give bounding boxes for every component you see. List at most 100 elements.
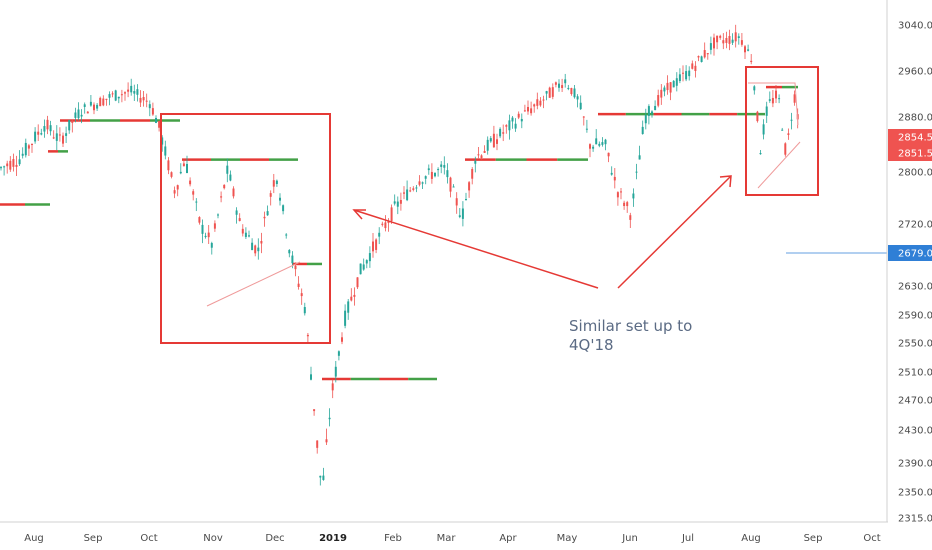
candle	[201, 219, 204, 244]
x-tick-label: Aug	[24, 533, 44, 544]
y-tick-label: 2390.00	[898, 459, 932, 470]
candle	[15, 155, 18, 176]
candle	[390, 204, 393, 224]
candle	[592, 144, 595, 152]
candle	[626, 200, 629, 213]
candle	[319, 475, 322, 486]
candle	[589, 143, 591, 158]
candle	[161, 135, 164, 152]
candle	[533, 103, 536, 113]
candle	[474, 156, 477, 173]
candle	[570, 87, 573, 96]
candle	[610, 166, 613, 176]
annotation-line-2: 4Q'18	[569, 336, 614, 354]
candle	[728, 29, 731, 51]
candle	[244, 227, 247, 240]
y-tick-label: 3040.00	[898, 21, 932, 32]
candle	[325, 428, 328, 445]
candle	[771, 90, 774, 108]
candle	[709, 36, 712, 55]
candle	[269, 190, 272, 206]
candle	[232, 186, 235, 199]
candle	[83, 102, 86, 114]
candle	[449, 176, 452, 198]
candle	[120, 89, 123, 103]
candle	[784, 142, 787, 157]
candle	[477, 146, 480, 159]
candle	[632, 188, 635, 207]
candle	[114, 89, 117, 102]
candle	[461, 201, 464, 227]
arrow-head-right	[719, 175, 732, 188]
candle	[74, 107, 77, 123]
candle	[396, 196, 399, 215]
candle	[279, 193, 281, 206]
candle	[530, 101, 533, 116]
candle	[173, 186, 176, 199]
candle	[471, 167, 474, 185]
candle	[713, 33, 715, 56]
candle	[737, 33, 740, 45]
candle	[167, 157, 170, 175]
candle	[629, 212, 632, 229]
candle	[740, 32, 743, 47]
candle	[12, 153, 15, 172]
candle	[660, 84, 663, 105]
y-tick-label: 2590.00	[898, 311, 932, 322]
candle	[341, 332, 343, 345]
y-tick-label: 2960.00	[898, 67, 932, 78]
candle	[393, 194, 396, 206]
candle	[430, 163, 433, 184]
candle	[443, 156, 446, 175]
candle	[641, 120, 644, 135]
candle	[527, 100, 529, 115]
candle	[37, 124, 40, 141]
candle	[362, 258, 365, 271]
candle	[536, 92, 539, 110]
candle	[179, 163, 182, 175]
candle	[257, 238, 260, 260]
candle	[170, 171, 173, 179]
y-tick-label: 2800.00	[898, 168, 932, 179]
y-tick-label: 2630.00	[898, 282, 932, 293]
candle	[108, 91, 111, 106]
x-tick-label: May	[557, 533, 578, 544]
candle	[750, 54, 753, 65]
candle	[492, 125, 495, 148]
candle	[753, 85, 756, 95]
candle	[551, 83, 554, 100]
y-tick-label: 2720.00	[898, 220, 932, 231]
candle	[220, 191, 223, 203]
candle	[731, 33, 734, 45]
candle	[691, 60, 694, 70]
candle	[480, 154, 483, 160]
price-badge-label: 2851.50	[898, 149, 932, 160]
candle	[52, 130, 55, 140]
candle	[647, 104, 650, 125]
candle	[105, 98, 108, 106]
candle	[275, 179, 278, 187]
candle	[499, 127, 502, 139]
candle	[455, 192, 458, 214]
candle	[558, 79, 560, 92]
candle	[272, 173, 275, 194]
candle	[778, 94, 781, 104]
candle	[176, 184, 179, 197]
candle	[787, 128, 790, 140]
candle	[155, 115, 157, 124]
x-tick-label: Oct	[863, 533, 880, 544]
candle	[418, 175, 421, 187]
candle	[328, 408, 331, 427]
candle	[297, 276, 300, 290]
candle	[344, 304, 347, 329]
candle	[49, 120, 52, 136]
annotation-line-1: Similar set up to	[569, 317, 692, 335]
candle	[458, 208, 461, 219]
candle	[765, 101, 768, 123]
candle	[27, 143, 30, 157]
x-tick-label: Oct	[140, 533, 157, 544]
candle	[142, 90, 145, 107]
candle	[195, 198, 198, 212]
candle	[688, 66, 691, 81]
